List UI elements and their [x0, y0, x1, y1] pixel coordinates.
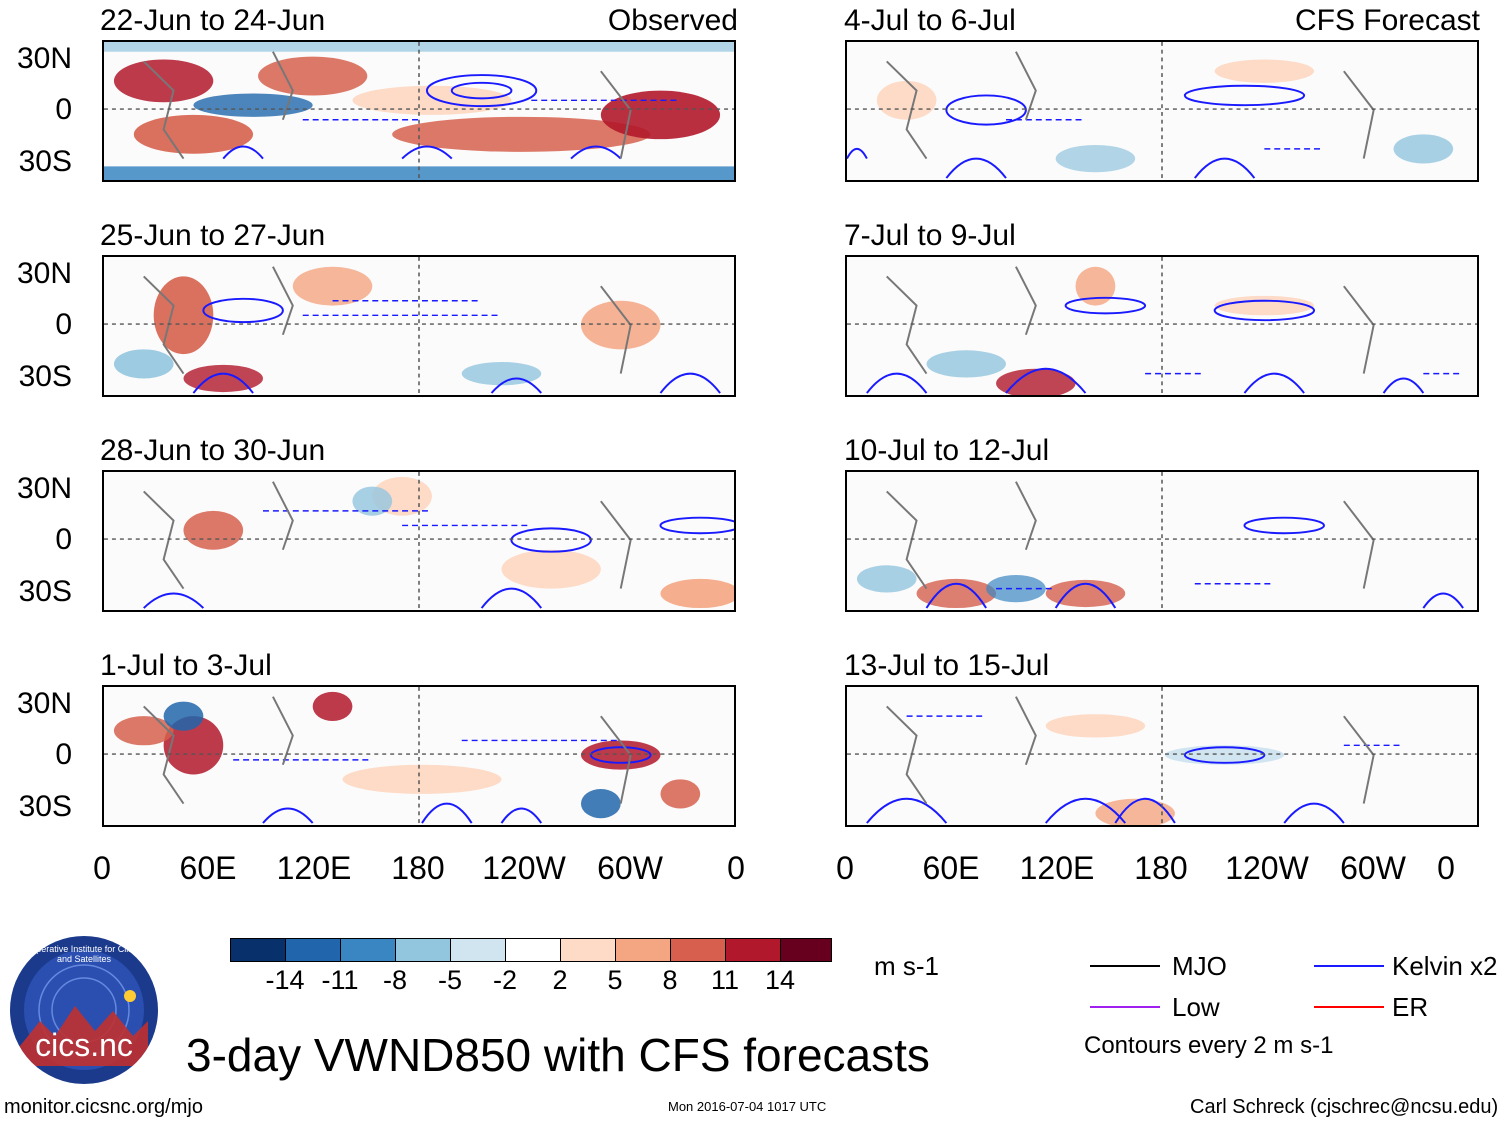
lon-label-180: 180 [1134, 850, 1188, 886]
lat-label-0: 0 [55, 523, 72, 556]
colorbar-box-2 [340, 938, 396, 962]
lat-label-30s: 30S [18, 790, 72, 823]
colorbar-box-5 [505, 938, 561, 962]
lon-label-120e: 120E [1019, 850, 1095, 886]
lat-label-30s: 30S [18, 145, 72, 178]
mjo-legend-label: MJO [1172, 951, 1227, 981]
colorbar-box-7 [615, 938, 671, 962]
low-legend-label: Low [1172, 992, 1220, 1022]
colorbar-units: m s-1 [874, 951, 939, 981]
lat-label-30n: 30N [16, 257, 72, 290]
panel-title-3: 28-Jun to 30-Jun [100, 434, 326, 467]
colorbar-label: -2 [492, 965, 517, 995]
map-panel-4 [102, 685, 736, 827]
logo-ring-text: Cooperative Institute for Climate and Sa… [19, 944, 149, 964]
map-panel-3 [102, 470, 736, 612]
lon-label-60w: 60W [1340, 850, 1406, 886]
logo-text: cics.nc [35, 1027, 133, 1063]
colorbar-label: -8 [382, 965, 407, 995]
colorbar-box-0 [230, 938, 286, 962]
lat-label-0: 0 [55, 93, 72, 126]
footer-url[interactable]: monitor.cicsnc.org/mjo [4, 1096, 203, 1118]
lon-label-180: 180 [391, 850, 445, 886]
map-panel-6 [845, 255, 1479, 397]
colorbar-label: 2 [552, 965, 568, 995]
lon-label-0-end: 0 [727, 850, 745, 886]
panel-title-5: 4-Jul to 6-Jul [844, 4, 1016, 37]
panel-title-2: 25-Jun to 27-Jun [100, 219, 326, 252]
low-legend-line [1090, 1006, 1160, 1008]
lon-label-0-end: 0 [1437, 850, 1455, 886]
kelvin-legend-label: Kelvin x2 [1392, 951, 1498, 981]
colorbar-label: -14 [265, 965, 305, 995]
panel-title-8: 13-Jul to 15-Jul [844, 649, 1050, 682]
lat-label-0: 0 [55, 308, 72, 341]
colorbar-label: 14 [764, 965, 796, 995]
colorbar-label: 5 [607, 965, 623, 995]
lon-label-60w: 60W [597, 850, 663, 886]
lat-label-30n: 30N [16, 687, 72, 720]
panel-title-7: 10-Jul to 12-Jul [844, 434, 1050, 467]
er-legend-label: ER [1392, 992, 1429, 1022]
colorbar-box-8 [670, 938, 726, 962]
colorbar-label: -11 [321, 965, 359, 995]
colorbar-label: -5 [437, 965, 462, 995]
mjo-legend-line [1090, 965, 1160, 967]
lon-label-0: 0 [836, 850, 854, 886]
map-panel-7 [845, 470, 1479, 612]
colorbar-box-4 [450, 938, 506, 962]
colorbar-box-3 [395, 938, 451, 962]
lon-label-60e: 60E [179, 850, 237, 886]
lat-label-30s: 30S [18, 575, 72, 608]
figure-title: 3-day VWND850 with CFS forecasts [186, 1029, 930, 1081]
colorbar-box-10 [780, 938, 832, 962]
cics-logo: Cooperative Institute for Climate and Sa… [10, 936, 158, 1084]
map-panel-5 [845, 40, 1479, 182]
map-panel-1 [102, 40, 736, 182]
colorbar-box-1 [285, 938, 341, 962]
er-legend-line [1314, 1006, 1384, 1008]
colorbar-box-9 [725, 938, 781, 962]
colorbar-label: 8 [662, 965, 678, 995]
lon-label-120w: 120W [1225, 850, 1309, 886]
footer-timestamp: Mon 2016-07-04 1017 UTC [668, 1099, 827, 1114]
panel-title-6: 7-Jul to 9-Jul [844, 219, 1016, 252]
panel-title-1: 22-Jun to 24-Jun [100, 4, 326, 37]
colorbar-box-6 [560, 938, 616, 962]
contour-interval-note: Contours every 2 m s-1 [1084, 1032, 1334, 1059]
lon-label-60e: 60E [922, 850, 980, 886]
lat-label-30n: 30N [16, 472, 72, 505]
kelvin-legend-line [1314, 965, 1384, 967]
colorbar-label: 11 [710, 965, 740, 995]
observed-label: Observed [607, 4, 738, 37]
cfs-forecast-label: CFS Forecast [1294, 4, 1480, 37]
lat-label-0: 0 [55, 738, 72, 771]
lon-label-120w: 120W [482, 850, 566, 886]
lat-label-30s: 30S [18, 360, 72, 393]
map-panel-2 [102, 255, 736, 397]
lat-label-30n: 30N [16, 42, 72, 75]
lon-label-0: 0 [93, 850, 111, 886]
footer-author: Carl Schreck (cjschrec@ncsu.edu) [1190, 1096, 1499, 1118]
map-panel-8 [845, 685, 1479, 827]
lon-label-120e: 120E [276, 850, 352, 886]
panel-title-4: 1-Jul to 3-Jul [100, 649, 272, 682]
